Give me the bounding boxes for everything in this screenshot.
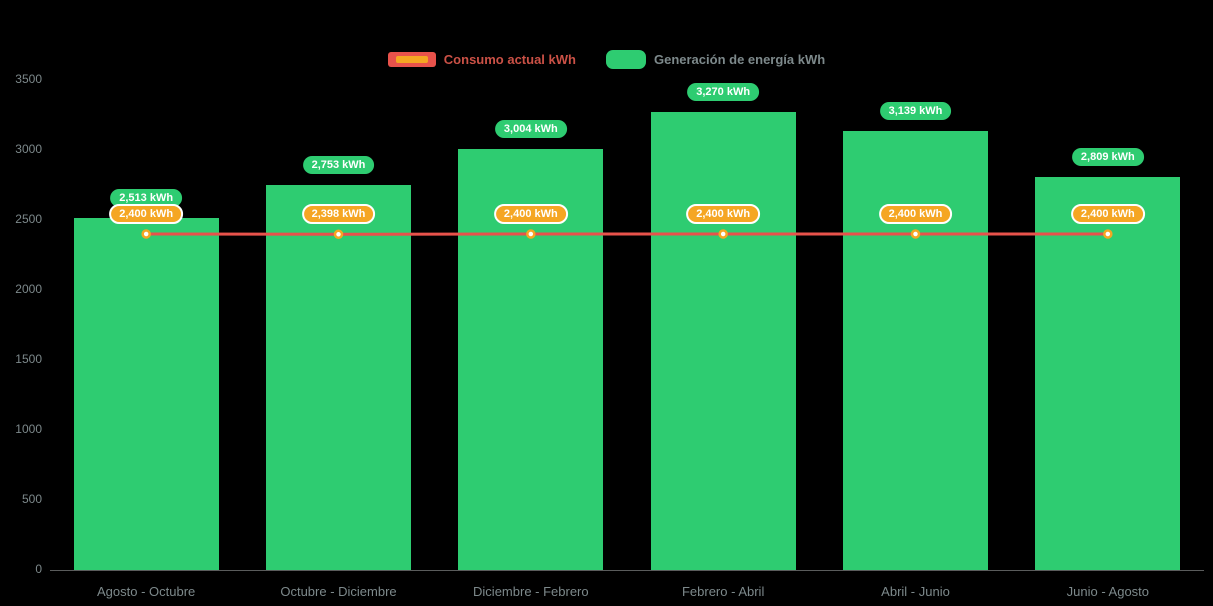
x-axis-category-label: Junio - Agosto xyxy=(1066,584,1150,599)
consumption-value-badge: 2,398 kWh xyxy=(301,204,376,225)
legend: Consumo actual kWh Generación de energía… xyxy=(0,50,1213,69)
x-axis-category-label: Febrero - Abril xyxy=(681,584,765,599)
consumption-value-badge: 2,400 kWh xyxy=(109,204,184,224)
generation-value-badge: 2,513 kWh xyxy=(110,189,183,208)
generation-bar[interactable] xyxy=(1035,176,1181,570)
consumption-value-badge: 2,400 kWh xyxy=(878,204,953,224)
y-axis-tick-label: 0 xyxy=(35,562,42,576)
generation-bar[interactable] xyxy=(73,218,219,570)
generation-bar[interactable] xyxy=(266,184,411,570)
x-axis-category-label: Diciembre - Febrero xyxy=(473,584,589,599)
legend-item-generacion[interactable]: Generación de energía kWh xyxy=(605,50,826,69)
generation-value-badge: 2,753 kWh xyxy=(302,155,375,174)
consumption-value-badge: 2,400 kWh xyxy=(1070,204,1145,224)
generation-bar[interactable] xyxy=(650,112,796,570)
y-axis-tick-label: 500 xyxy=(21,492,42,506)
y-axis-tick-label: 2500 xyxy=(15,212,42,226)
generacion-bar-swatch-icon xyxy=(605,50,646,69)
x-axis-line xyxy=(50,570,1204,571)
generation-value-badge: 3,139 kWh xyxy=(879,101,952,120)
generation-value-badge: 2,809 kWh xyxy=(1071,147,1144,166)
y-axis-tick-label: 1000 xyxy=(15,422,42,436)
y-axis-tick-label: 1500 xyxy=(15,352,42,366)
consumo-line-swatch-icon xyxy=(387,52,436,67)
x-axis-category-label: Octubre - Diciembre xyxy=(280,584,397,599)
legend-label-generacion: Generación de energía kWh xyxy=(653,52,826,67)
x-axis-category-label: Agosto - Octubre xyxy=(97,584,196,599)
y-axis-tick-label: 3500 xyxy=(15,72,42,86)
consumption-value-badge: 2,400 kWh xyxy=(493,204,568,224)
consumption-value-badge: 2,400 kWh xyxy=(686,204,761,224)
consumo-marker-icon xyxy=(395,56,428,63)
legend-label-consumo: Consumo actual kWh xyxy=(443,52,576,67)
generation-value-badge: 3,270 kWh xyxy=(687,83,760,102)
x-axis-category-label: Abril - Junio xyxy=(881,584,950,599)
generation-bar[interactable] xyxy=(843,130,988,570)
legend-item-consumo-actual[interactable]: Consumo actual kWh xyxy=(387,52,576,67)
y-axis-tick-label: 3000 xyxy=(15,142,42,156)
generation-value-badge: 3,004 kWh xyxy=(494,120,567,139)
y-axis-tick-label: 2000 xyxy=(15,282,42,296)
